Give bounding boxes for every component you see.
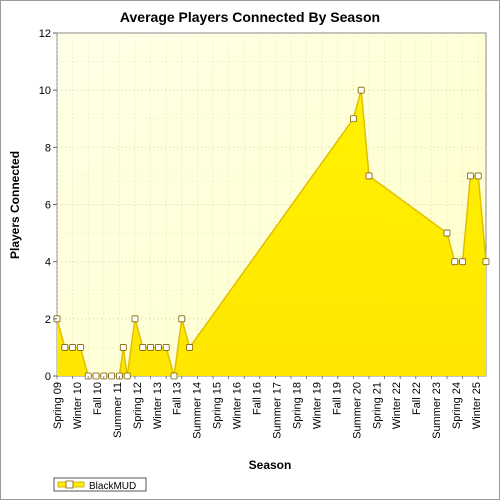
data-point: [451, 258, 459, 266]
x-tick-label: Winter 10: [72, 382, 84, 429]
data-point: [178, 315, 186, 323]
data-point: [119, 344, 127, 351]
legend-marker: [65, 480, 74, 489]
data-point: [443, 229, 451, 237]
data-point: [357, 86, 365, 94]
y-tick-label: 2: [45, 314, 51, 326]
x-tick-label: Spring 18: [291, 382, 303, 429]
data-point: [349, 115, 357, 123]
x-axis-title: Season: [249, 458, 292, 472]
data-point: [139, 344, 147, 351]
x-tick-label: Spring 09: [52, 382, 64, 429]
y-tick-label: 6: [45, 200, 51, 212]
x-tick-label: Spring 24: [451, 382, 463, 429]
data-point: [466, 172, 474, 180]
y-axis: 0 2 4 6 8 10 12: [39, 28, 57, 383]
data-point: [108, 372, 115, 380]
x-axis: Spring 09 Winter 10 Fall 10 Summer 11 Spring…: [52, 376, 483, 439]
x-tick-label: Winter 25: [471, 382, 483, 429]
x-tick-label: Fall 22: [411, 382, 423, 415]
data-point: [482, 258, 490, 266]
y-axis-title: Players Connected: [8, 151, 22, 259]
y-tick-label: 10: [39, 85, 51, 97]
x-tick-label: Spring 12: [132, 382, 144, 429]
series-line: [56, 89, 487, 377]
x-tick-label: Fall 19: [331, 382, 343, 415]
x-tick-label: Summer 17: [271, 382, 283, 439]
data-point: [459, 258, 467, 266]
x-tick-label: Summer 14: [192, 382, 204, 439]
data-point: [92, 372, 100, 380]
data-point: [131, 315, 139, 323]
x-tick-label: Winter 19: [311, 382, 323, 429]
legend-box: [53, 477, 147, 492]
data-point: [365, 172, 373, 180]
x-tick-label: Fall 13: [172, 382, 184, 415]
x-tick-label: Fall 10: [92, 382, 104, 415]
y-tick-label: 0: [45, 371, 51, 383]
data-point: [186, 344, 194, 351]
x-tick-label: Summer 20: [351, 382, 363, 439]
x-tick-label: Winter 13: [152, 382, 164, 429]
x-tick-label: Summer 11: [112, 382, 124, 438]
x-tick-label: Spring 21: [371, 382, 383, 429]
legend-label: BlackMUD: [89, 481, 136, 492]
x-tick-label: Winter 16: [232, 382, 244, 429]
y-tick-label: 12: [39, 28, 51, 40]
x-tick-label: Summer 23: [431, 382, 443, 439]
x-tick-label: Fall 16: [252, 382, 264, 415]
data-point: [123, 372, 131, 380]
data-point: [77, 344, 84, 351]
data-point: [147, 344, 155, 351]
data-point: [154, 344, 162, 351]
x-tick-label: Spring 15: [212, 382, 224, 429]
data-point: [474, 172, 482, 180]
data-point: [162, 344, 170, 351]
data-point: [61, 344, 69, 351]
chart-title: Average Players Connected By Season: [120, 9, 380, 25]
series-markers: [53, 86, 490, 380]
legend: BlackMUD: [53, 477, 147, 492]
y-tick-label: 8: [45, 142, 51, 154]
y-tick-label: 4: [45, 257, 51, 269]
data-point: [170, 372, 178, 380]
x-tick-label: Winter 22: [391, 382, 403, 429]
data-point: [69, 344, 76, 351]
